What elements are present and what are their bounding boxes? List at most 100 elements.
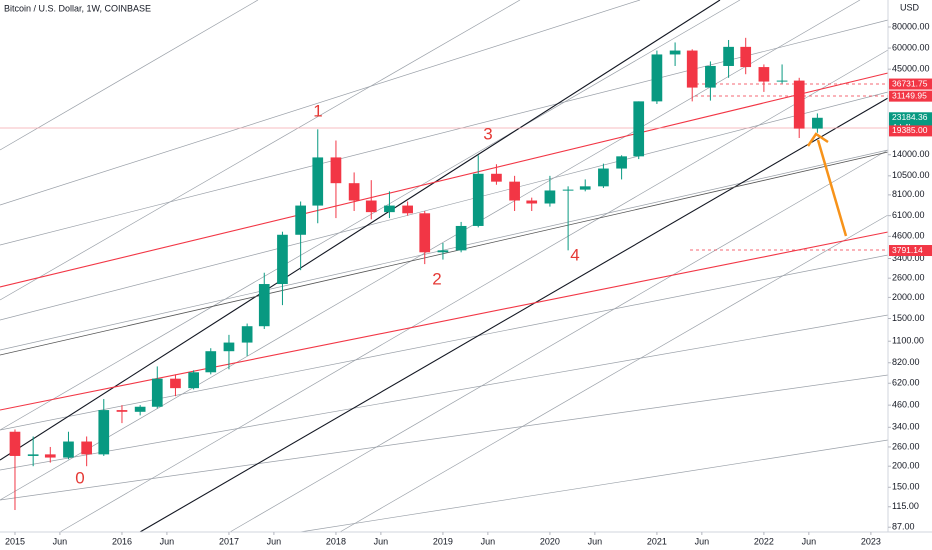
candle-body [705, 65, 716, 88]
candle-body [437, 250, 449, 253]
x-tick-label: Jun [267, 536, 282, 546]
candle-body [526, 200, 538, 204]
x-tick-label: 2017 [219, 536, 239, 546]
candle-body [9, 431, 21, 456]
y-tick-label: 340.00 [892, 422, 920, 432]
candle-body [776, 80, 788, 82]
candle-body [98, 410, 110, 455]
candle-body [544, 190, 556, 204]
x-tick-label: 2020 [540, 536, 560, 546]
x-tick-label: 2019 [433, 536, 453, 546]
candle-body [402, 205, 413, 214]
x-tick-label: Jun [588, 536, 603, 546]
candle-body [509, 181, 520, 201]
currency-label: USD [900, 2, 920, 12]
candle-body [365, 200, 377, 213]
candle-body [81, 441, 93, 455]
candle-body [384, 205, 395, 213]
candle-body [812, 117, 823, 129]
y-tick-label: 150.00 [892, 482, 920, 492]
x-tick-label: Jun [695, 536, 710, 546]
price-tag-label: 31149.95 [892, 90, 927, 100]
x-tick-label: 2016 [112, 536, 132, 546]
annotation: 0 [75, 468, 84, 487]
price-tag [889, 245, 932, 257]
candle-body [330, 157, 342, 184]
y-tick-label: 14000.00 [892, 149, 930, 159]
y-tick-label: 1500.00 [892, 313, 925, 323]
candle-body [241, 326, 253, 343]
x-tick-label: 2015 [5, 536, 25, 546]
x-tick-label: Jun [160, 536, 175, 546]
price-tag [889, 125, 932, 137]
candle-body [669, 50, 681, 55]
y-tick-label: 6100.00 [892, 210, 925, 220]
candle-body [686, 50, 698, 88]
candle-body [348, 183, 360, 201]
candle-body [295, 205, 306, 235]
candle-body [651, 54, 663, 102]
y-tick-label: 87.00 [892, 522, 915, 532]
y-tick-label: 2600.00 [892, 273, 925, 283]
candle-body [598, 168, 609, 187]
candle-body [579, 186, 591, 190]
price-tag-label: 36731.75 [892, 78, 928, 88]
y-tick-label: 1100.00 [892, 336, 924, 346]
candle-body [44, 454, 56, 458]
price-tag [889, 78, 932, 90]
candle-body [758, 67, 770, 82]
y-tick-label: 200.00 [892, 461, 920, 471]
candle-body [116, 410, 128, 412]
candle-body [472, 173, 484, 226]
candle-body [170, 378, 181, 389]
x-tick-label: 2023 [861, 536, 881, 546]
y-tick-label: 115.00 [892, 501, 919, 511]
candle-body [793, 80, 805, 129]
candle-body [27, 454, 39, 456]
trend-lines [0, 0, 889, 533]
candle-body [633, 101, 645, 157]
price-tag-label: 3791.14 [892, 245, 923, 255]
x-tick-label: Jun [802, 536, 817, 546]
candle-body [562, 189, 574, 191]
candle-body [205, 351, 217, 373]
y-tick-label: 260.00 [892, 441, 920, 451]
candle-body [723, 46, 734, 66]
candle-body [312, 157, 324, 206]
x-tick-label: 2022 [754, 536, 774, 546]
y-tick-label: 820.00 [892, 357, 920, 367]
y-tick-label: 460.00 [892, 400, 920, 410]
candle-body [455, 225, 467, 251]
y-tick-label: 45000.00 [892, 64, 930, 74]
x-tick-label: 2018 [326, 536, 346, 546]
candle-body [258, 284, 270, 327]
candle-body [277, 234, 288, 285]
x-tick-label: Jun [374, 536, 389, 546]
price-tag [889, 90, 932, 102]
y-tick-label: 620.00 [892, 378, 920, 388]
candle-body [419, 213, 431, 253]
candle-body [491, 173, 502, 182]
x-tick-label: 2021 [647, 536, 667, 546]
candle-body [740, 46, 752, 68]
candle-body [616, 156, 627, 169]
candle-body [151, 378, 163, 407]
chart-title: Bitcoin / U.S. Dollar, 1W, COINBASE [4, 3, 151, 13]
y-tick-label: 80000.00 [892, 21, 930, 31]
annotation: 4 [570, 245, 579, 264]
y-tick-label: 2000.00 [892, 292, 925, 302]
y-tick-label: 60000.00 [892, 42, 930, 52]
x-tick-label: Jun [481, 536, 496, 546]
y-tick-label: 3400.00 [892, 253, 925, 263]
annotation: 2 [432, 269, 441, 288]
candle-body [134, 406, 146, 412]
price-tag-label: 19385.00 [892, 125, 928, 135]
orange-arrow [806, 132, 848, 237]
y-tick-label: 10500.00 [892, 170, 930, 180]
candle-body [188, 372, 199, 389]
candle-body [63, 441, 74, 458]
candle-body [223, 342, 235, 352]
price-tag-label: 23184.36 [892, 112, 928, 122]
